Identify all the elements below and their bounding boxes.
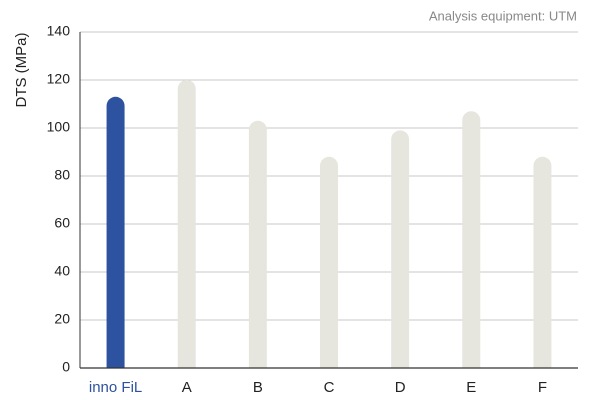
x-tick-label: E [466,379,476,396]
y-tick-label: 60 [54,215,70,231]
y-tick-label: 140 [47,23,71,39]
annotation: Analysis equipment: UTM [429,8,577,23]
x-tick-label: A [182,379,192,396]
bar [320,156,338,368]
x-tick-label: F [538,379,547,396]
y-tick-label: 80 [54,167,70,183]
x-tick-label: D [395,379,406,396]
x-tick-label: inno FiL [89,379,142,396]
bar [533,156,552,368]
bar [177,80,196,368]
y-tick-label: 40 [54,263,70,279]
y-tick-label: 100 [47,119,71,135]
x-tick-label: C [324,379,335,396]
bar [106,96,125,369]
bar [391,130,410,368]
y-tick-label: 120 [47,71,71,87]
y-axis-label: DTS (MPa) [13,32,30,107]
y-tick-label: 20 [54,311,70,327]
bar [462,111,481,368]
x-tick-label: B [253,379,263,396]
y-tick-label: 0 [62,359,70,375]
bar [248,120,267,368]
